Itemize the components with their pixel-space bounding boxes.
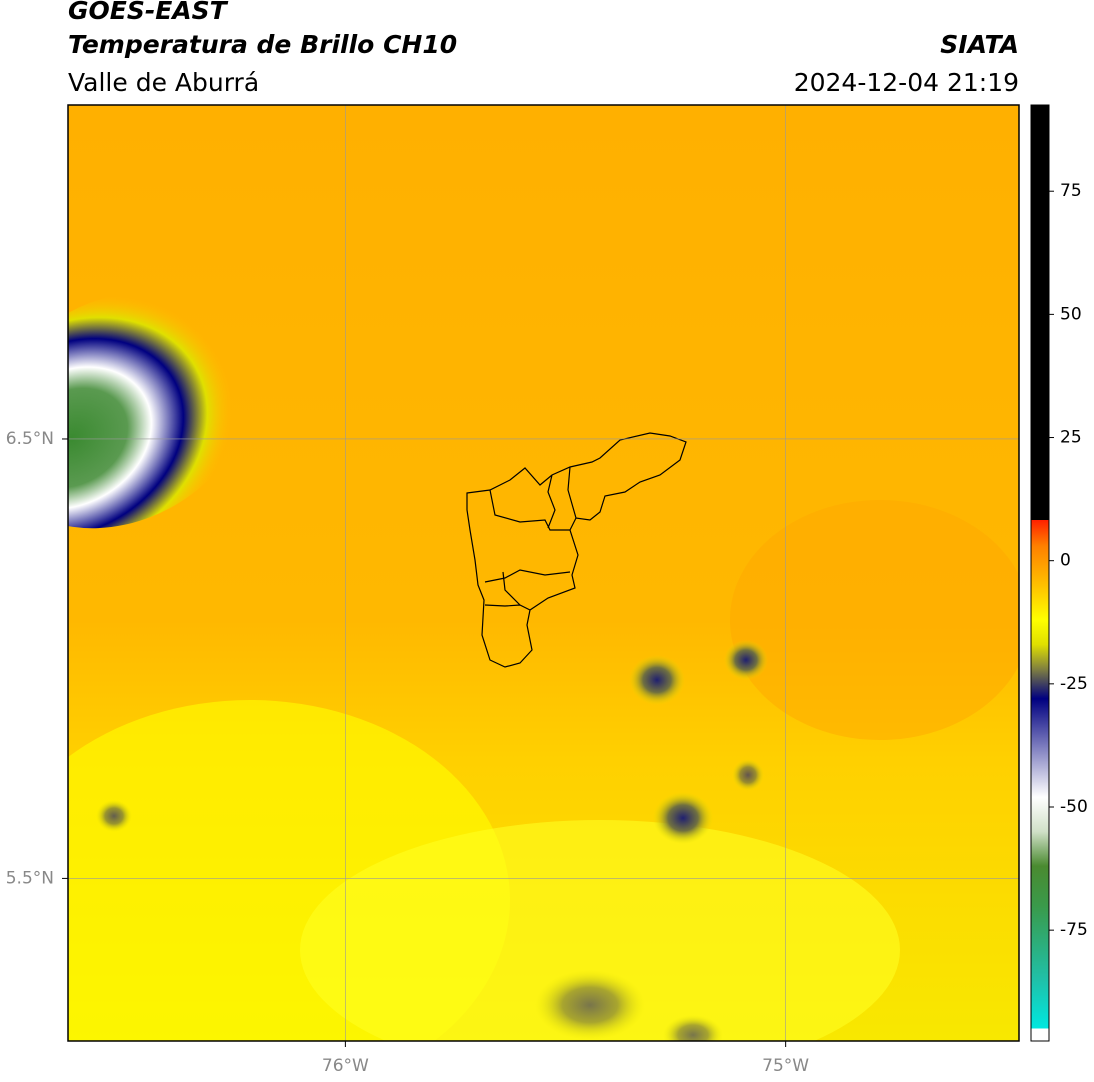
region: Valle de Aburrá: [68, 68, 259, 97]
subtitle: Temperatura de Brillo CH10: [68, 30, 457, 59]
x-tick-label: 76°W: [322, 1056, 369, 1076]
y-tick-label: 5.5°N: [6, 868, 54, 888]
map-field: [68, 105, 1019, 1041]
colorbar-tick-label: 75: [1060, 181, 1082, 201]
colorbar-tick-label: -75: [1060, 920, 1088, 940]
title: GOES-EAST: [68, 0, 229, 25]
x-tick-label: 75°W: [762, 1056, 809, 1076]
colorbar-tick-label: 50: [1060, 304, 1082, 324]
colorbar-tick-label: 25: [1060, 428, 1082, 448]
graticule: [68, 105, 1019, 1041]
y-tick-label: 6.5°N: [6, 429, 54, 449]
colorbar: [1030, 104, 1050, 1042]
source: SIATA: [940, 30, 1019, 59]
colorbar-tick-label: -50: [1060, 797, 1088, 817]
colorbar-tick-label: 0: [1060, 551, 1071, 571]
timestamp: 2024-12-04 21:19: [794, 68, 1019, 97]
colorbar-tick-label: -25: [1060, 674, 1088, 694]
map-frame: [67, 104, 1020, 1042]
